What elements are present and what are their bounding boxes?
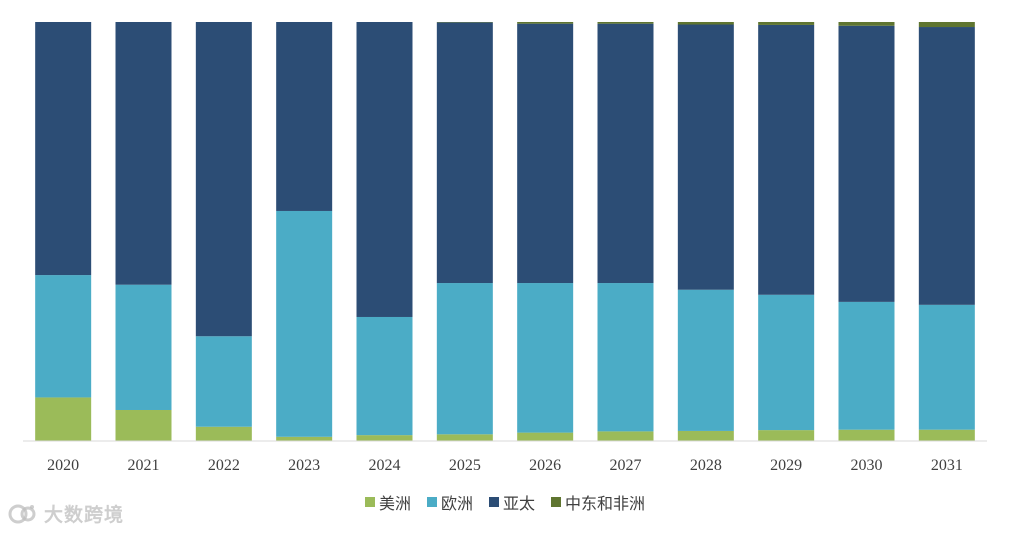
bar-2022-series-0 (195, 426, 252, 441)
x-tick-label: 2029 (770, 457, 802, 474)
bar-2022-series-2 (195, 22, 252, 337)
bar-2030-series-0 (838, 429, 895, 441)
bar-2025-series-1 (436, 283, 493, 435)
bar-2026-series-0 (517, 432, 574, 441)
bar-2026-series-2 (517, 23, 574, 284)
bar-2020-series-2 (35, 22, 92, 276)
legend-swatch (489, 497, 499, 507)
legend-swatch (551, 497, 562, 507)
x-tick-labels: 2020 2021 2022 2023 2024 2025 2026 2027 2028 2029… (47, 457, 963, 474)
x-tick-label: 2026 (529, 457, 561, 474)
legend-item: 中东和非洲 (551, 490, 645, 514)
x-tick-label: 2028 (690, 457, 722, 474)
bar-2031-series-3 (918, 22, 975, 28)
legend-swatch (364, 497, 375, 507)
bar-2026-series-3 (517, 22, 574, 24)
bar-2028-series-3 (677, 22, 734, 25)
legend: 美洲 欧洲 亚太 中东和非洲 (0, 490, 1010, 514)
x-tick-label: 2020 (47, 457, 79, 474)
bar-2024-series-1 (356, 316, 413, 436)
bar-2022-series-1 (195, 336, 252, 427)
x-tick-label: 2022 (208, 457, 240, 474)
bar-2023-series-0 (276, 436, 333, 441)
x-tick-label: 2025 (449, 457, 481, 474)
legend-item: 美洲 (364, 490, 411, 514)
legend-label: 欧洲 (440, 494, 473, 513)
bar-2029-series-0 (758, 430, 815, 441)
legend-item: 亚太 (489, 490, 535, 514)
legend-label: 亚太 (503, 494, 536, 513)
bar-2023-series-1 (276, 210, 333, 437)
x-tick-label: 2031 (931, 457, 963, 474)
legend-label: 美洲 (378, 494, 411, 513)
watermark: 大数跨境 (8, 500, 124, 527)
bar-2028-series-2 (677, 24, 734, 290)
bar-2027-series-2 (597, 23, 654, 284)
watermark-text: 大数跨境 (44, 504, 125, 526)
bars-group (35, 22, 975, 441)
bar-2021-series-0 (115, 409, 172, 441)
bar-2028-series-0 (677, 430, 734, 441)
x-tick-label: 2023 (288, 457, 320, 474)
legend-swatch (426, 497, 437, 507)
bar-2031-series-1 (918, 304, 975, 430)
x-tick-label: 2021 (128, 457, 160, 474)
bar-2030-series-3 (838, 22, 895, 26)
bar-2027-series-1 (597, 283, 654, 432)
bar-2024-series-0 (356, 435, 413, 441)
bar-2031-series-0 (918, 429, 975, 441)
bar-2029-series-3 (758, 22, 815, 25)
bar-2024-series-2 (356, 22, 413, 317)
bar-2030-series-1 (838, 301, 895, 430)
bar-2025-series-0 (436, 434, 493, 441)
bar-2029-series-2 (758, 24, 815, 295)
legend-item: 欧洲 (426, 490, 473, 514)
x-tick-label: 2030 (851, 457, 883, 474)
bar-2029-series-1 (758, 294, 815, 431)
bar-2021-series-2 (115, 22, 172, 285)
bar-2023-series-2 (276, 22, 333, 211)
bar-2030-series-2 (838, 25, 895, 302)
watermark-logo-icon (8, 504, 36, 523)
bar-2028-series-1 (677, 289, 734, 431)
bar-2020-series-1 (35, 275, 92, 398)
bar-2027-series-0 (597, 431, 654, 441)
x-tick-label: 2024 (369, 457, 401, 474)
x-tick-label: 2027 (610, 457, 642, 474)
bar-2031-series-2 (918, 27, 975, 305)
legend-label: 中东和非洲 (565, 494, 646, 513)
bar-2027-series-3 (597, 22, 654, 24)
bar-2021-series-1 (115, 284, 172, 410)
bar-2026-series-1 (517, 283, 574, 433)
bar-2020-series-0 (35, 397, 92, 441)
bar-2025-series-2 (436, 22, 493, 284)
